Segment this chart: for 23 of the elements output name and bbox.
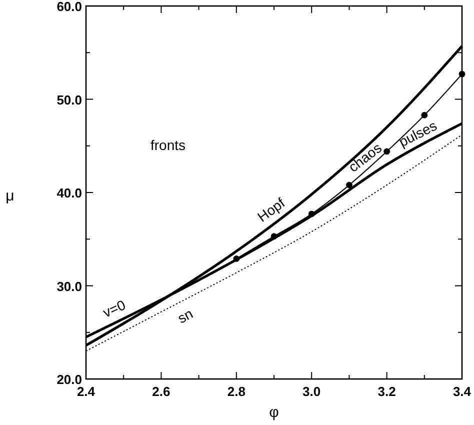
x-tick-label: 2.8 [227, 384, 246, 399]
y-tick-label: 20.0 [56, 372, 82, 387]
point [421, 112, 428, 118]
point [270, 233, 278, 240]
x-tick-label: 3.2 [378, 384, 396, 399]
y-tick-label: 40.0 [56, 186, 82, 200]
point [384, 148, 390, 155]
text: v=0 [100, 296, 128, 321]
y-tick-label: 60.0 [56, 0, 82, 14]
annotation: fronts [150, 137, 186, 153]
point [308, 210, 315, 218]
point [233, 256, 240, 262]
text: sn [174, 305, 196, 326]
x-axis-title: φ [269, 404, 280, 421]
y-tick-label: 30.0 [56, 278, 82, 294]
y-axis-title: μ [6, 188, 14, 204]
point [458, 70, 466, 78]
x-tick-label: 2.4 [76, 384, 96, 399]
point [346, 182, 352, 188]
y-tick-label: 50.0 [56, 92, 82, 108]
x-tick-label: 2.6 [152, 384, 170, 399]
x-tick-label: 3.0 [302, 384, 321, 399]
x-tick-label: 3.4 [452, 384, 472, 399]
